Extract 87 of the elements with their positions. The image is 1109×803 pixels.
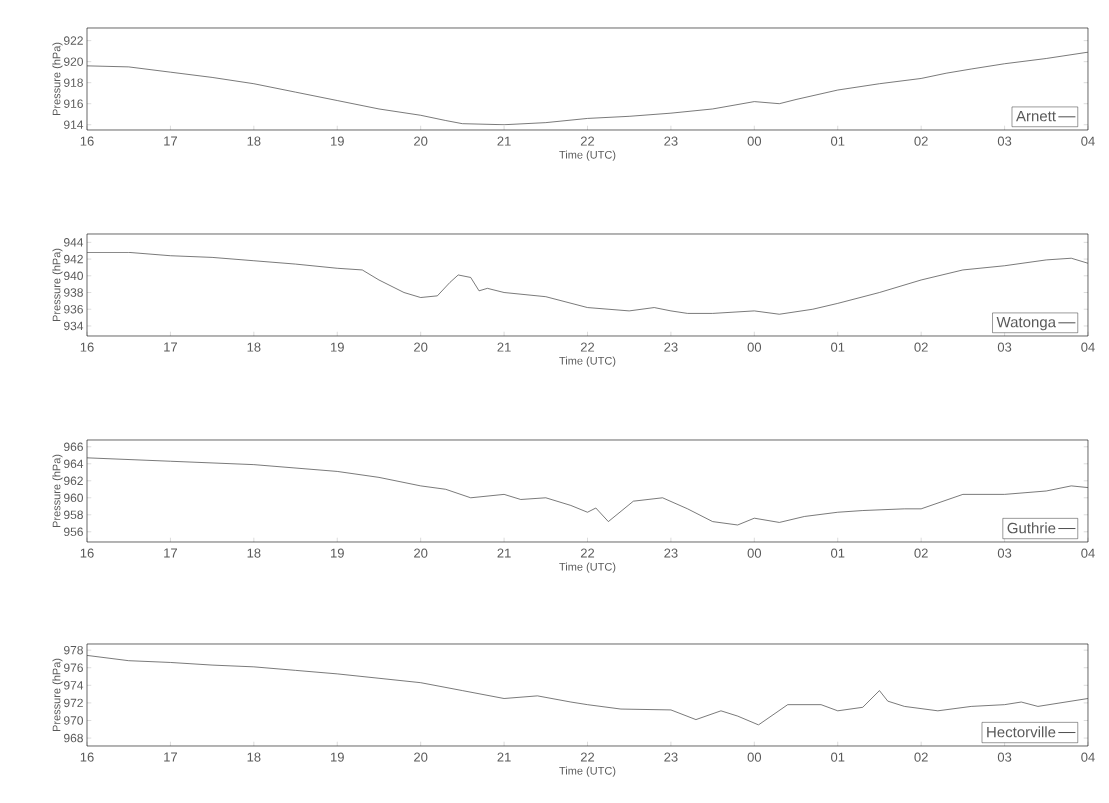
x-tick-label: 16: [80, 548, 94, 558]
y-tick-label: 934: [64, 321, 84, 331]
y-tick-label: 976: [64, 663, 83, 672]
x-tick-label: 22: [580, 136, 595, 146]
x-tick-label: 23: [664, 342, 678, 352]
y-tick-label: 974: [64, 681, 84, 690]
y-tick-label: 960: [64, 493, 84, 503]
x-tick-label: 01: [831, 136, 845, 146]
x-tick-label: 00: [747, 548, 762, 558]
x-tick-label: 01: [831, 548, 845, 558]
y-tick-label: 958: [64, 510, 83, 520]
x-axis-title: Time (UTC): [559, 150, 616, 161]
x-tick-label: 20: [414, 342, 428, 352]
x-tick-label: 19: [331, 342, 344, 352]
y-tick-label: 914: [64, 120, 84, 129]
x-tick-label: 01: [831, 342, 845, 352]
y-axis-title: Pressure (hPa): [52, 454, 63, 528]
x-tick-label: 21: [497, 752, 511, 762]
y-tick-label: 916: [64, 99, 83, 108]
x-tick-label: 17: [164, 136, 177, 146]
x-tick-label: 21: [497, 136, 511, 146]
x-tick-label: 04: [1081, 752, 1095, 762]
series-label: Hectorville: [987, 726, 1056, 738]
x-tick-label: 20: [414, 136, 428, 146]
x-tick-label: 04: [1081, 548, 1095, 558]
y-tick-label: 966: [64, 442, 83, 452]
x-tick-label: 16: [80, 342, 94, 352]
x-tick-label: 18: [247, 752, 261, 762]
y-tick-label: 920: [64, 57, 84, 66]
y-tick-label: 962: [64, 476, 83, 486]
text: Arnett: [1016, 110, 1056, 122]
y-axis-title: Pressure (hPa): [52, 658, 63, 732]
x-tick-label: 01: [831, 752, 845, 762]
x-tick-label: 03: [997, 548, 1012, 558]
y-tick-label: 922: [64, 36, 83, 45]
x-tick-label: 04: [1081, 136, 1095, 146]
x-tick-label: 21: [497, 548, 511, 558]
x-tick-label: 02: [914, 548, 928, 558]
y-tick-label: 942: [64, 254, 83, 264]
x-tick-label: 00: [747, 342, 762, 352]
x-tick-label: 19: [331, 548, 344, 558]
x-tick-label: 17: [164, 342, 177, 352]
x-tick-label: 02: [914, 752, 928, 762]
x-tick-label: 17: [164, 752, 177, 762]
x-axis-title: Time (UTC): [559, 356, 616, 367]
x-tick-label: 19: [331, 752, 344, 762]
x-tick-label: 03: [997, 342, 1012, 352]
x-tick-label: 22: [580, 548, 595, 558]
x-tick-label: 19: [331, 136, 344, 146]
x-tick-label: 20: [414, 548, 428, 558]
x-tick-label: 00: [747, 752, 762, 762]
x-tick-label: 03: [997, 752, 1012, 762]
y-tick-label: 964: [64, 459, 84, 469]
y-axis-title: Pressure (hPa): [52, 248, 63, 322]
y-tick-label: 956: [64, 527, 83, 537]
y-tick-label: 944: [64, 238, 84, 247]
y-tick-label: 970: [64, 716, 84, 725]
x-tick-label: 22: [580, 752, 595, 762]
x-tick-label: 02: [914, 136, 928, 146]
x-axis-title: Time (UTC): [559, 562, 616, 573]
y-tick-label: 968: [64, 733, 83, 743]
x-tick-label: 22: [580, 342, 595, 352]
y-tick-label: 918: [64, 78, 83, 87]
x-tick-label: 04: [1081, 342, 1095, 352]
y-tick-label: 936: [64, 304, 83, 314]
x-tick-label: 18: [247, 342, 261, 352]
y-tick-label: 938: [64, 288, 83, 297]
x-tick-label: 02: [914, 342, 928, 352]
x-tick-label: 16: [80, 136, 94, 146]
x-tick-label: 21: [497, 342, 511, 352]
x-tick-label: 20: [414, 752, 428, 762]
y-axis-title: Pressure (hPa): [52, 42, 63, 116]
y-tick-label: 940: [64, 271, 84, 281]
series-label: Guthrie: [1007, 522, 1056, 534]
x-tick-label: 23: [664, 752, 678, 762]
x-tick-label: 23: [664, 136, 678, 146]
x-tick-label: 16: [80, 752, 94, 762]
y-tick-label: 972: [64, 698, 83, 708]
x-tick-label: 18: [247, 548, 261, 558]
x-axis-title: Time (UTC): [559, 766, 616, 777]
x-tick-label: 03: [997, 136, 1012, 146]
x-tick-label: 17: [164, 548, 177, 558]
x-tick-label: 00: [747, 136, 762, 146]
text: Watonga: [996, 316, 1057, 331]
y-tick-label: 978: [64, 645, 83, 655]
x-tick-label: 23: [664, 548, 678, 558]
x-tick-label: 18: [247, 136, 261, 146]
